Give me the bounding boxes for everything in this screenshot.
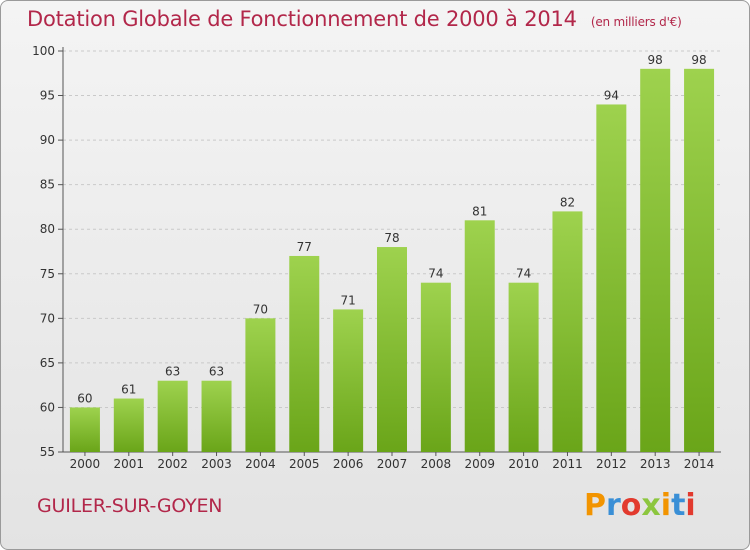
x-tick-label: 2007 bbox=[377, 457, 408, 471]
x-tick-label: 2002 bbox=[157, 457, 188, 471]
bar-2012 bbox=[596, 104, 627, 452]
x-tick-label: 2001 bbox=[114, 457, 145, 471]
x-tick-label: 2003 bbox=[201, 457, 232, 471]
value-label: 63 bbox=[209, 365, 224, 379]
bar-2007 bbox=[377, 247, 407, 452]
logo-letter: r bbox=[606, 488, 621, 523]
logo-letter: i bbox=[660, 488, 672, 523]
y-tick-label: 70 bbox=[40, 311, 55, 325]
value-label: 61 bbox=[121, 383, 136, 397]
y-tick-labels: 55 60 65 70 75 80 85 90 95 100 bbox=[32, 44, 55, 459]
y-tick-label: 60 bbox=[40, 400, 55, 414]
value-label: 63 bbox=[165, 365, 180, 379]
bar-2002 bbox=[157, 380, 188, 452]
value-label: 98 bbox=[691, 53, 706, 67]
bar-2014 bbox=[684, 68, 715, 453]
x-tick-label: 2008 bbox=[421, 457, 452, 471]
x-tick-label: 2000 bbox=[70, 457, 101, 471]
x-tick-label: 2005 bbox=[289, 457, 320, 471]
bar-2004 bbox=[245, 318, 276, 452]
x-tick-label: 2006 bbox=[333, 457, 364, 471]
commune-name: GUILER-SUR-GOYEN bbox=[37, 495, 223, 517]
bar-2010 bbox=[508, 282, 539, 452]
bar-2006 bbox=[333, 309, 364, 452]
bar-2003 bbox=[201, 380, 232, 452]
logo-letter: P bbox=[584, 488, 606, 523]
x-tick-label: 2014 bbox=[684, 457, 715, 471]
y-tick-label: 85 bbox=[40, 178, 55, 192]
chart-title: Dotation Globale de Fonctionnement de 20… bbox=[27, 7, 682, 31]
value-label: 60 bbox=[77, 391, 92, 405]
value-label: 74 bbox=[516, 267, 531, 281]
value-label: 98 bbox=[648, 53, 663, 67]
bar-2013 bbox=[640, 68, 671, 453]
bar-2009 bbox=[464, 220, 495, 452]
value-label: 70 bbox=[253, 302, 268, 316]
bar-2008 bbox=[420, 282, 451, 452]
value-label: 82 bbox=[560, 195, 575, 209]
logo-letter: t bbox=[671, 488, 686, 523]
x-tick-label: 2012 bbox=[596, 457, 627, 471]
x-tick-label: 2004 bbox=[245, 457, 276, 471]
y-tick-label: 90 bbox=[40, 133, 55, 147]
value-label: 71 bbox=[340, 293, 355, 307]
logo-letter: i bbox=[685, 488, 696, 523]
value-labels: 60 61 63 63 70 77 71 78 74 81 74 82 94 98 98 bbox=[77, 53, 706, 406]
bar-2011 bbox=[552, 211, 583, 452]
y-tick-label: 75 bbox=[40, 267, 55, 281]
x-tick-label: 2010 bbox=[508, 457, 539, 471]
chart-title-text: Dotation Globale de Fonctionnement de 20… bbox=[27, 7, 577, 31]
value-label: 81 bbox=[472, 204, 487, 218]
bars bbox=[69, 68, 715, 453]
proxiti-logo[interactable]: Proxiti bbox=[584, 488, 696, 523]
x-tick-label: 2011 bbox=[552, 457, 583, 471]
y-tick-label: 65 bbox=[40, 356, 55, 370]
value-label: 74 bbox=[428, 267, 443, 281]
x-tick-label: 2009 bbox=[464, 457, 495, 471]
logo-letter: o bbox=[620, 488, 642, 523]
bar-2001 bbox=[113, 398, 144, 452]
value-label: 94 bbox=[604, 88, 619, 102]
y-tick-label: 95 bbox=[40, 89, 55, 103]
logo-letter: x bbox=[641, 488, 661, 523]
y-tick-label: 80 bbox=[40, 222, 55, 236]
y-tick-label: 55 bbox=[40, 445, 55, 459]
x-tick-label: 2013 bbox=[640, 457, 671, 471]
bar-2005 bbox=[289, 255, 320, 452]
y-tick-label: 100 bbox=[32, 44, 55, 58]
chart-unit: (en milliers d'€) bbox=[590, 15, 682, 29]
value-label: 78 bbox=[384, 231, 399, 245]
value-label: 77 bbox=[297, 240, 312, 254]
x-tick-labels: 2000 2001 2002 2003 2004 2005 2006 2007 2008 2009… bbox=[70, 452, 715, 471]
bar-2000 bbox=[69, 407, 100, 452]
